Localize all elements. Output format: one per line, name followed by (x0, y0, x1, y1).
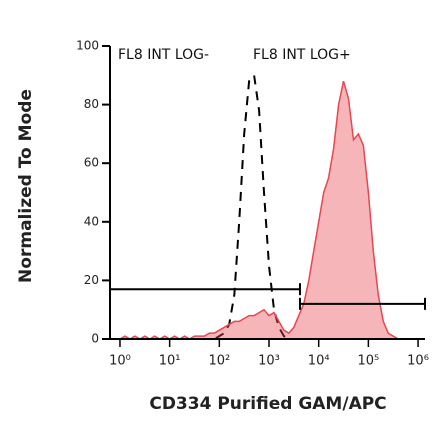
x-axis-label: CD334 Purified GAM/APC (149, 394, 386, 414)
x-tick-label: 10⁰ (109, 354, 131, 369)
x-tick-label: 10³ (258, 354, 280, 369)
y-tick-label: 60 (84, 156, 99, 170)
y-tick-label: 40 (84, 214, 99, 228)
y-tick-label: 20 (84, 273, 99, 287)
y-axis-label: Normalized To Mode (16, 89, 36, 283)
y-tick-label: 80 (84, 97, 99, 111)
gate-label: FL8 INT LOG- (118, 47, 209, 63)
x-tick-label: 10² (208, 354, 230, 369)
area (120, 81, 419, 339)
x-tick-label: 10⁴ (308, 354, 330, 369)
x-tick-label: 10⁵ (357, 354, 379, 369)
y-tick-label: 100 (76, 39, 99, 53)
x-tick-label: 10⁶ (407, 354, 429, 369)
gate-label: FL8 INT LOG+ (253, 47, 351, 63)
y-tick-label: 0 (91, 332, 99, 346)
x-tick-label: 10¹ (159, 354, 181, 369)
